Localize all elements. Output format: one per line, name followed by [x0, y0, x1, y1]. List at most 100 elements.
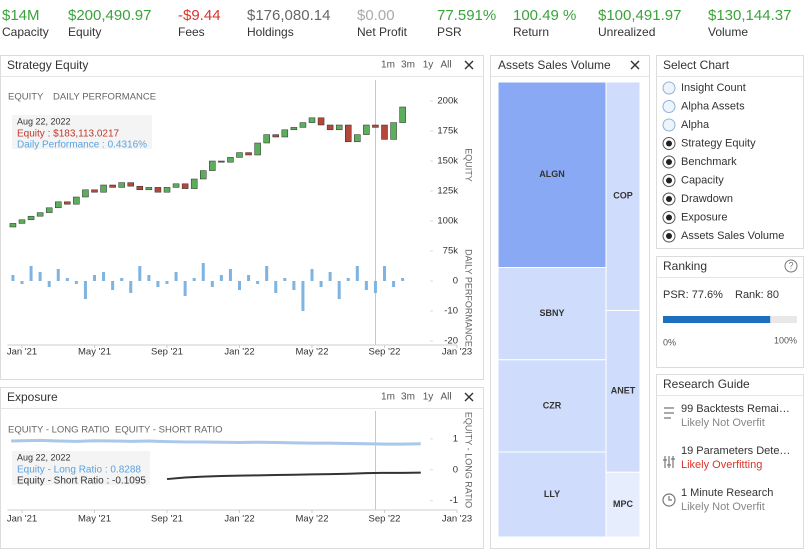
treemap-cell: [497, 359, 607, 453]
psr: PSR: 77.6%: [663, 289, 723, 301]
range-button[interactable]: 1m: [381, 60, 395, 71]
radio-label[interactable]: Capacity: [681, 174, 724, 186]
close-icons[interactable]: [464, 60, 640, 402]
candle: [290, 127, 298, 131]
bar: [147, 275, 151, 281]
stat-label: Holdings: [247, 25, 294, 39]
candle: [272, 134, 279, 138]
panel-title: Select Chart: [663, 58, 730, 72]
candle: [209, 160, 216, 171]
bar: [337, 281, 341, 299]
x-tick-label: May '22: [296, 347, 329, 358]
rank: Rank: 80: [735, 289, 779, 301]
radio-label[interactable]: Alpha: [681, 119, 710, 131]
tooltip-date: Aug 22, 2022: [17, 452, 71, 462]
y-tick-label: -10: [444, 306, 458, 317]
treemap-label: SBNY: [540, 308, 565, 318]
bar: [238, 281, 241, 290]
panel-dividers: [1, 76, 803, 409]
candle: [145, 187, 153, 191]
bar: [11, 275, 15, 281]
y-tick-label: -1: [450, 495, 458, 506]
y-tick-label: 175k: [437, 126, 458, 137]
treemap-cell: [605, 471, 641, 538]
stat-label: PSR: [437, 25, 462, 39]
stat-value: $130,144.37: [708, 7, 791, 24]
candle: [263, 134, 270, 144]
guide-status: Likely Not Overfit: [681, 501, 765, 513]
radio-label[interactable]: Benchmark: [681, 156, 737, 168]
treemap-cell: [497, 81, 607, 269]
bar: [210, 281, 214, 287]
stat-label: Volume: [708, 25, 748, 39]
tooltip-line: Equity - Short Ratio : -0.1095: [17, 476, 146, 487]
x-tick-label: May '21: [78, 514, 111, 525]
range-button[interactable]: All: [440, 392, 451, 403]
chart-tab[interactable]: EQUITY: [8, 92, 44, 103]
radio[interactable]: [662, 81, 676, 95]
bar: [219, 275, 223, 281]
stat-value: -$9.44: [178, 7, 221, 24]
candle: [27, 215, 35, 221]
candle: [163, 187, 171, 193]
select-panel: [656, 55, 804, 249]
radio-label[interactable]: Drawdown: [681, 193, 733, 205]
candle: [345, 124, 352, 143]
radio[interactable]: [662, 118, 676, 132]
radio-label[interactable]: Assets Sales Volume: [681, 230, 784, 242]
candle: [335, 124, 343, 131]
candle: [390, 122, 397, 140]
guide-status: Likely Not Overfit: [681, 417, 765, 429]
radio-dot: [666, 233, 672, 239]
bar: [265, 266, 269, 281]
help-icon[interactable]: [784, 259, 798, 273]
chart-tab[interactable]: EQUITY - LONG RATIO: [8, 425, 110, 436]
y-axis-title: DAILY PERFORMANCE: [464, 249, 474, 347]
range-button[interactable]: 3m: [401, 392, 415, 403]
bar: [138, 266, 142, 281]
range-button[interactable]: 1y: [423, 392, 434, 403]
stat-value: $200,490.97: [68, 7, 151, 24]
treemap-label: COP: [613, 191, 633, 201]
research-panel: [656, 374, 804, 549]
stat-label: Fees: [178, 25, 205, 39]
x-tick-label: Sep '21: [151, 514, 183, 525]
treemap-label: CZR: [543, 400, 562, 410]
candle: [36, 212, 44, 217]
y-tick-label: 1: [453, 433, 458, 444]
candle: [281, 129, 289, 138]
x-tick-label: Jan '22: [224, 514, 254, 525]
panel-title: Ranking: [663, 259, 707, 273]
chart-tab[interactable]: DAILY PERFORMANCE: [53, 92, 156, 103]
candle: [190, 178, 198, 189]
range-button[interactable]: 1m: [381, 392, 395, 403]
radio-label[interactable]: Strategy Equity: [681, 137, 756, 149]
range-button[interactable]: 1y: [423, 60, 434, 71]
bar: [256, 281, 260, 284]
bar: [247, 275, 251, 281]
panel-title: Research Guide: [663, 377, 750, 391]
line-series: [11, 438, 421, 446]
bar: [373, 281, 377, 293]
candle: [254, 142, 261, 156]
x-tick-label: Jan '22: [224, 347, 254, 358]
progress-max: 100%: [774, 335, 797, 345]
radio-dot: [666, 159, 672, 165]
range-button[interactable]: All: [440, 60, 451, 71]
y-tick-label: 0: [453, 464, 458, 475]
radio[interactable]: [662, 100, 676, 113]
stat-value: $176,080.14: [247, 7, 330, 24]
bar: [192, 278, 196, 281]
radio-label[interactable]: Exposure: [681, 211, 727, 223]
y-tick-label: 0: [453, 276, 458, 287]
bar: [74, 281, 78, 284]
x-tick-label: Jan '23: [442, 514, 472, 525]
bar: [102, 272, 106, 281]
range-button[interactable]: 3m: [401, 60, 415, 71]
treemap-label: ALGN: [539, 169, 565, 179]
bar: [319, 281, 323, 287]
radio-label[interactable]: Insight Count: [681, 82, 746, 94]
radio-label[interactable]: Alpha Assets: [681, 100, 745, 112]
chart-tab[interactable]: EQUITY - SHORT RATIO: [115, 425, 223, 436]
